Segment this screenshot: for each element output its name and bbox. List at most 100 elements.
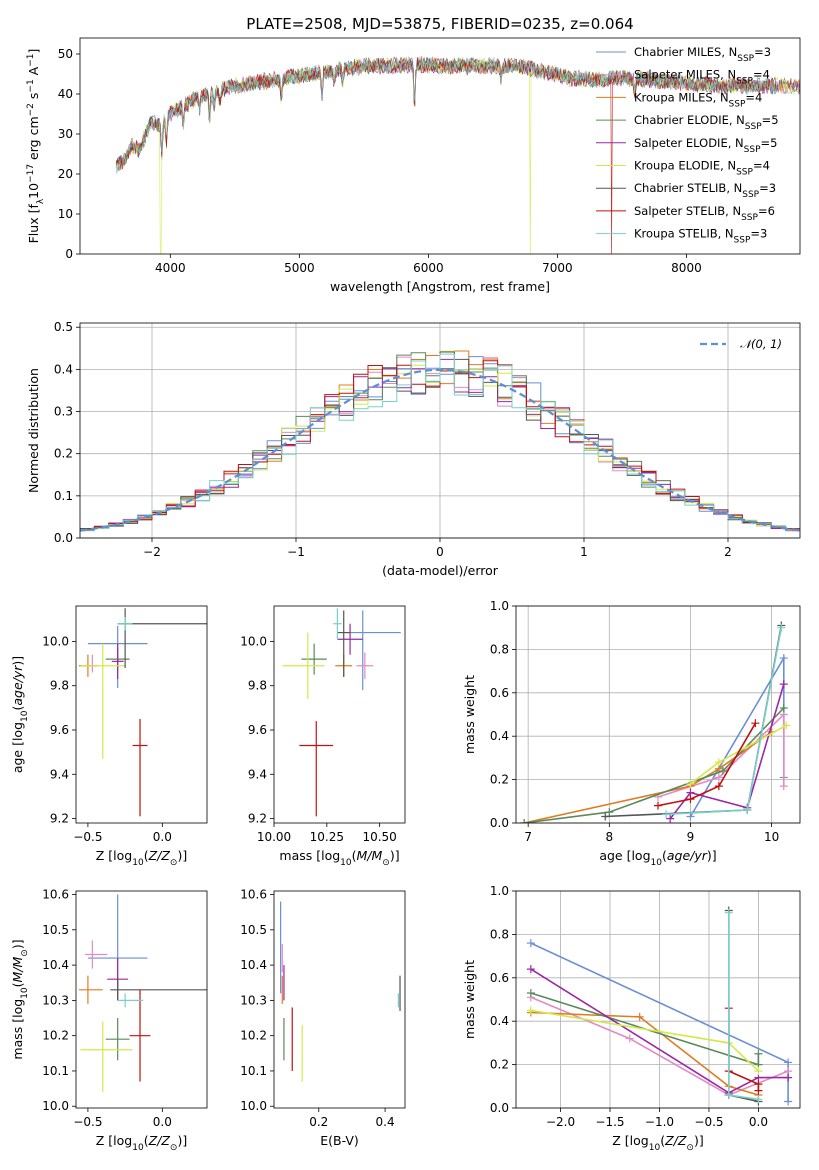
x-tick-label: −1.5 (595, 1115, 624, 1129)
y-tick-label: 0.0 (490, 816, 509, 830)
axes-frame (273, 890, 406, 1109)
label-part: −2 (26, 103, 36, 116)
x-tick-label: 4000 (155, 261, 186, 275)
y-tick-label: 10.6 (240, 888, 267, 902)
plot-area (520, 621, 791, 823)
label-part: 10 (132, 858, 144, 868)
axes-frame (75, 605, 208, 824)
axes-frame (79, 322, 801, 539)
label-part: =6 (758, 204, 775, 218)
label-part: )] (10, 656, 25, 666)
legend-label: Salpeter ELODIE, NSSP=5 (634, 136, 777, 155)
x-axis-label: Z [log10(Z/Z⊙)] (96, 848, 187, 868)
y-tick-label: 10.6 (42, 888, 69, 902)
series-kroupa-miles (520, 727, 776, 823)
label-part: λ (36, 198, 46, 204)
label-part: )] (707, 848, 717, 863)
x-axis-label: mass [log10(M/M⊙)] (279, 848, 399, 868)
x-axis-label: age [log10(age/yr)] (599, 848, 716, 868)
x-tick-label: −1.0 (645, 1115, 674, 1129)
y-tick-label: 0 (65, 247, 73, 261)
label-part: ⊙ (170, 1143, 178, 1153)
x-tick-label: −2.0 (546, 1115, 575, 1129)
label-part: =3 (759, 181, 776, 195)
grid (516, 605, 800, 824)
x-tick-label: 10.25 (310, 830, 344, 844)
series-marker (779, 782, 788, 791)
axes-frame (79, 37, 801, 255)
label-part: Z [log (612, 1133, 648, 1148)
y-tick-label: 10.0 (42, 634, 69, 648)
y-tick-label: 9.6 (50, 723, 69, 737)
label-part: age [log (10, 722, 25, 773)
residual-histogram-kroupa-stelib (80, 353, 800, 532)
legend-label: Kroupa STELIB, NSSP=3 (634, 227, 767, 246)
label-part: =4 (753, 68, 770, 82)
plot-area (282, 608, 401, 817)
y-tick-label: 9.6 (248, 723, 267, 737)
point-chabrier-stelib (117, 608, 207, 668)
x-tick-label: −0.5 (73, 1115, 102, 1129)
series-marker (625, 1034, 634, 1043)
axes: −0.5 0.09.29.49.69.810.0Z [log10(Z/Z⊙)]ag… (10, 605, 208, 868)
y-axis-label: age [log10(age/yr)] (10, 656, 30, 773)
y-axis-label: mass weight (462, 960, 477, 1039)
axes: 0.2 0.4 10.0 10.1 10.2 10.3 10.4 10.5 10.6 E(B-V) (240, 888, 406, 1148)
point-kroupa-miles (78, 975, 103, 1004)
label-part: −1 (26, 79, 36, 92)
x-tick-label: 0.2 (309, 1115, 328, 1129)
label-part: ( (10, 982, 25, 987)
label-part: −17 (26, 164, 36, 183)
series-marker (520, 819, 529, 823)
series-marker (754, 1049, 763, 1058)
y-tick-label: 1.0 (490, 884, 509, 898)
x-tick-label: 1 (580, 545, 588, 559)
series-line (728, 912, 759, 1101)
label-part: ⊙ (382, 858, 390, 868)
label-part: Kroupa ELODIE, N (634, 159, 736, 173)
label-part: )] (390, 848, 400, 863)
series-kroupa-elodie (686, 721, 791, 788)
y-tick-label: 50 (58, 47, 73, 61)
y-tick-label: 0.8 (490, 927, 509, 941)
plot-area (280, 901, 401, 1082)
y-tick-label: 0.4 (490, 729, 509, 743)
legend-label: Chabrier MILES, NSSP=3 (634, 45, 771, 64)
y-tick-label: 0.3 (54, 405, 73, 419)
y-tick-label: 9.4 (248, 767, 267, 781)
label-part: SSP (729, 99, 746, 109)
y-tick-label: 10.2 (240, 1029, 267, 1043)
label-part: M/M (357, 848, 383, 863)
x-tick-label: 0 (436, 545, 444, 559)
series-marker (784, 1058, 793, 1067)
y-tick-label: 0.6 (490, 971, 509, 985)
series-kroupa-stelib (662, 623, 786, 819)
series-marker (666, 814, 675, 823)
y-tick-label: 10.0 (42, 1099, 69, 1113)
series-marker (779, 703, 788, 712)
x-tick-label: 10.50 (362, 830, 396, 844)
x-tick-label: 0.0 (153, 830, 172, 844)
plot-area (78, 608, 207, 817)
y-tick-label: 9.8 (50, 679, 69, 693)
y-tick-label: 0.5 (54, 320, 73, 334)
x-axis-label: Z [log10(Z/Z⊙)] (612, 1133, 703, 1153)
y-tick-label: 0.4 (54, 362, 73, 376)
grid (516, 890, 800, 1109)
series-marker (526, 965, 535, 974)
point-chabrier-elodie (105, 1018, 130, 1061)
y-tick-label: 10 (58, 207, 73, 221)
series-salpeter-stelib (654, 719, 760, 810)
y-tick-label: 10.1 (240, 1064, 267, 1078)
y-axis-label: Normed distribution (26, 368, 41, 493)
legend-label: Kroupa MILES, NSSP=4 (634, 90, 762, 109)
y-tick-label: 10.4 (240, 958, 267, 972)
label-part: SSP (737, 54, 754, 64)
series-line (728, 1008, 760, 1091)
label-part: Chabrier STELIB, N (634, 181, 742, 195)
series-marker (686, 812, 695, 821)
series-marker (754, 1067, 763, 1076)
axes: 4000 5000 6000 7000 8000 0 10 20 30 40 50 wavelengt… (26, 37, 801, 294)
label-part: )] (177, 848, 187, 863)
